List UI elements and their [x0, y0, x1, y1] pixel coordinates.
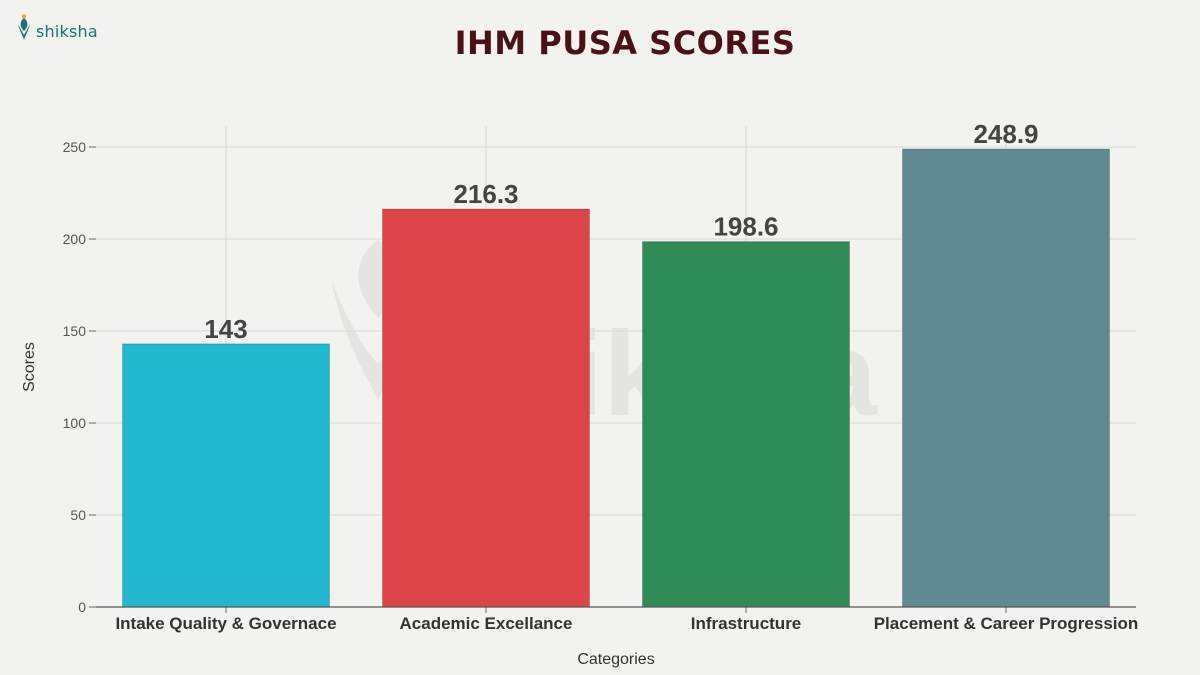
bar	[902, 148, 1110, 608]
x-tick-label: Academic Excellance	[400, 614, 573, 633]
data-label: 143	[204, 314, 247, 344]
x-tick-label: Intake Quality & Governace	[115, 614, 336, 633]
y-tick-label: 0	[78, 599, 86, 615]
bar	[122, 343, 330, 608]
x-tick-label: Placement & Career Progression	[874, 614, 1139, 633]
data-label: 198.6	[713, 212, 778, 242]
data-label: 248.9	[973, 119, 1038, 149]
bar	[382, 208, 590, 608]
brand-name: shiksha	[36, 21, 98, 41]
data-label: 216.3	[453, 179, 518, 209]
x-axis-label: Categories	[577, 651, 654, 668]
brand-logo: shiksha	[14, 14, 98, 42]
y-axis-label: Scores	[21, 342, 38, 392]
y-tick-label: 150	[63, 323, 87, 339]
y-tick-label: 50	[70, 507, 86, 523]
y-tick-label: 250	[63, 139, 87, 155]
shiksha-logo-icon	[18, 14, 30, 40]
bar	[642, 241, 850, 608]
chart-title: IHM PUSA SCORES	[454, 24, 796, 62]
y-tick-label: 100	[63, 415, 87, 431]
x-tick-label: Infrastructure	[691, 614, 802, 633]
y-tick-label: 200	[63, 231, 87, 247]
